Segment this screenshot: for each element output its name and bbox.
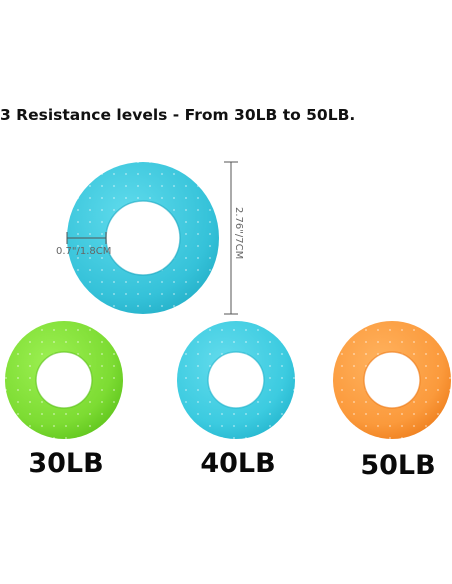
ring-50lb [330,318,452,444]
thickness-label: 0.7"/1.8CM [56,246,111,257]
thickness-dimension: 0.7"/1.8CM [56,232,111,257]
diameter-label: 2.76"/7CM [233,207,244,259]
label-40lb: 40LB [200,448,276,479]
label-50lb: 50LB [360,450,436,481]
diameter-dimension: 2.76"/7CM [224,161,244,315]
ring-30lb [0,318,126,444]
hero-ring [60,155,230,325]
ring-40lb [174,318,300,444]
label-30lb: 30LB [28,448,104,479]
headline: 3 Resistance levels - From 30LB to 50LB. [0,106,356,124]
